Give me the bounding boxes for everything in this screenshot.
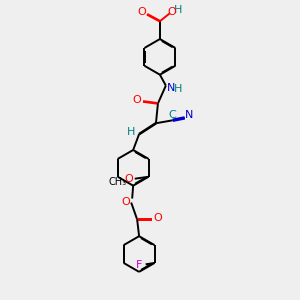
Text: F: F	[136, 260, 142, 270]
Text: H: H	[127, 127, 135, 137]
Text: H: H	[174, 5, 182, 15]
Text: N: N	[167, 82, 175, 93]
Text: O: O	[138, 7, 146, 17]
Text: O: O	[133, 95, 142, 106]
Text: O: O	[122, 196, 130, 206]
Text: CH₃: CH₃	[109, 177, 127, 187]
Text: N: N	[185, 110, 193, 120]
Text: O: O	[168, 7, 177, 17]
Text: H: H	[174, 84, 182, 94]
Text: O: O	[154, 213, 162, 224]
Text: O: O	[124, 174, 133, 184]
Text: C: C	[168, 110, 176, 120]
